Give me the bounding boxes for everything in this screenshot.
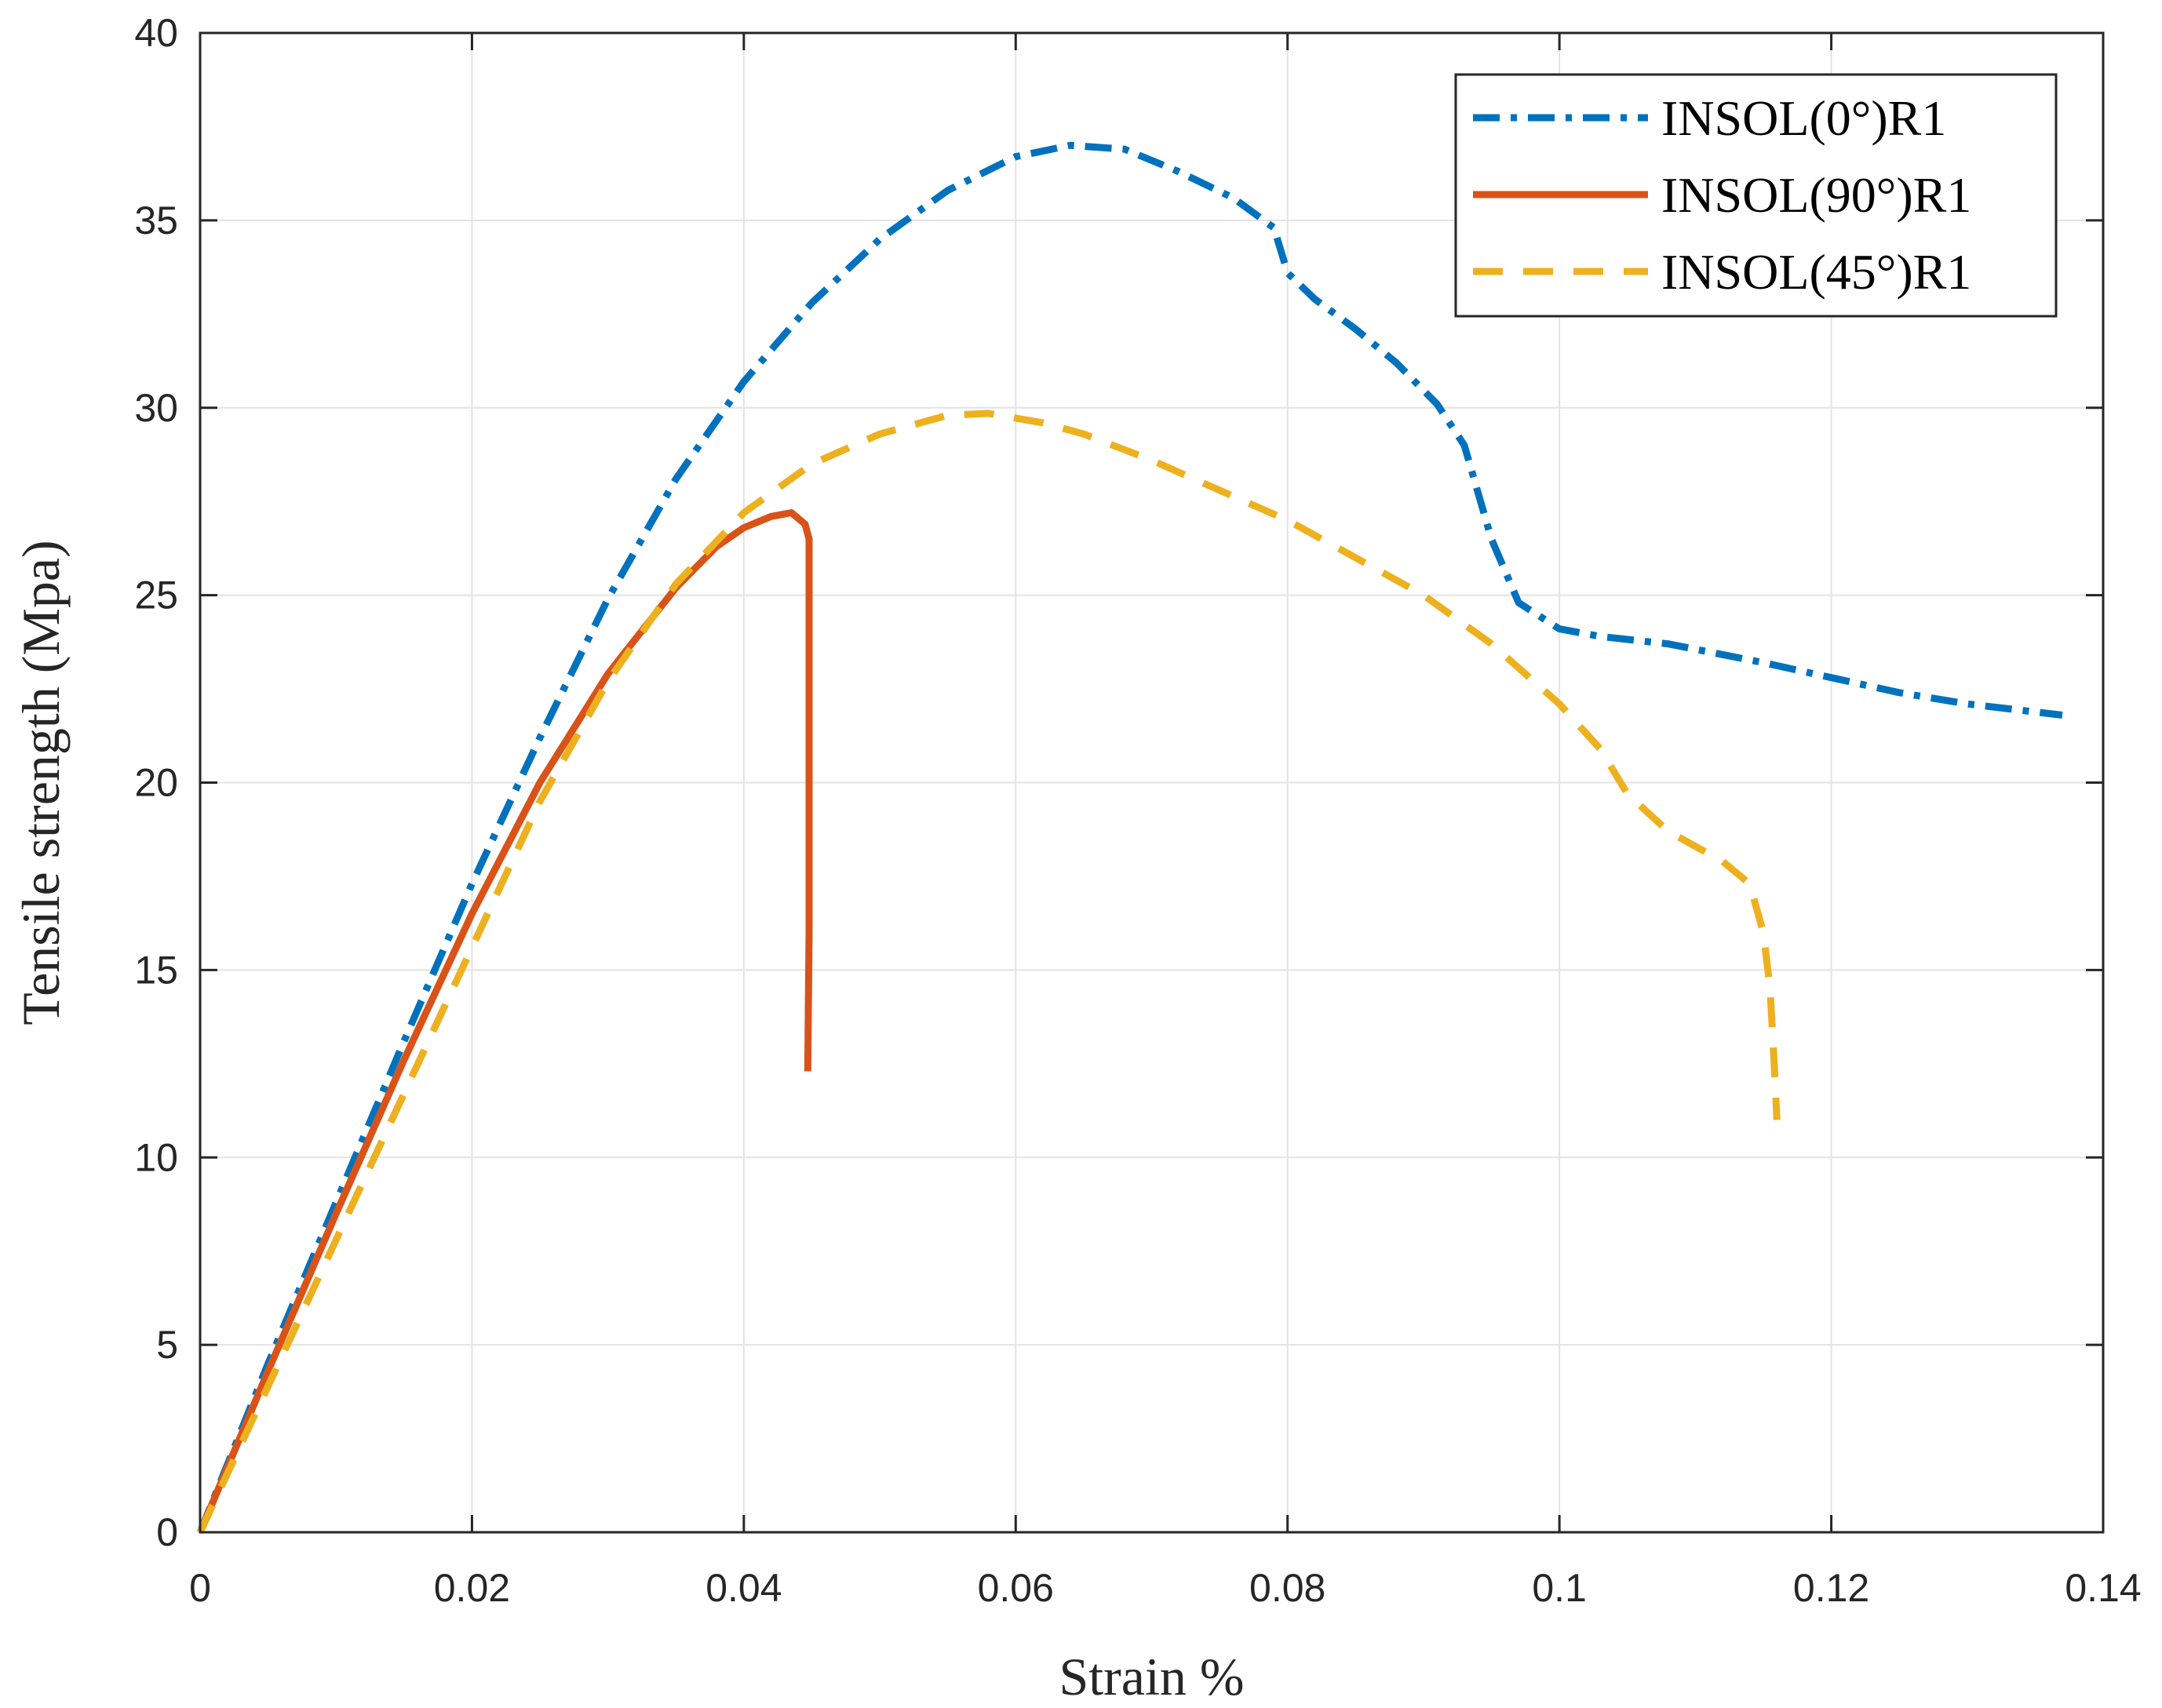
x-tick-label: 0.06 <box>978 1566 1054 1610</box>
legend-label: INSOL(90°)R1 <box>1661 167 1971 223</box>
y-tick-label: 35 <box>134 198 178 242</box>
x-tick-label: 0.1 <box>1532 1566 1587 1610</box>
series-line-3 <box>196 410 1781 1534</box>
plot-frame <box>199 31 2105 1534</box>
x-tick-label: 0.08 <box>1249 1566 1325 1610</box>
series-line-1 <box>196 141 2063 1534</box>
y-axis-ticks: 0 5 10 15 20 25 30 35 40 <box>134 11 2103 1554</box>
y-tick-label: 20 <box>134 761 178 805</box>
y-tick-label: 15 <box>134 948 178 992</box>
y-axis-label: Tensile strength (Mpa) <box>11 540 71 1025</box>
x-axis-label: Strain % <box>1059 1647 1244 1706</box>
series-line-2 <box>196 509 813 1534</box>
x-tick-label: 0 <box>189 1566 211 1610</box>
x-tick-label: 0.12 <box>1793 1566 1869 1610</box>
legend-label: INSOL(45°)R1 <box>1661 244 1971 300</box>
y-tick-label: 40 <box>134 11 178 55</box>
y-tick-label: 5 <box>156 1323 178 1367</box>
y-tick-label: 25 <box>134 574 178 617</box>
legend-label: INSOL(0°)R1 <box>1661 90 1946 146</box>
y-tick-label: 30 <box>134 386 178 430</box>
x-axis-ticks: 0 0.02 0.04 0.06 0.08 0.1 0.12 0.14 <box>189 33 2142 1610</box>
series-lines <box>196 141 2063 1534</box>
legend: INSOL(0°)R1 INSOL(90°)R1 INSOL(45°)R1 <box>1454 73 2058 318</box>
y-tick-label: 0 <box>156 1510 178 1554</box>
x-tick-label: 0.04 <box>705 1566 782 1610</box>
x-tick-label: 0.02 <box>434 1566 510 1610</box>
y-tick-label: 10 <box>134 1135 178 1179</box>
x-tick-label: 0.14 <box>2065 1566 2141 1610</box>
